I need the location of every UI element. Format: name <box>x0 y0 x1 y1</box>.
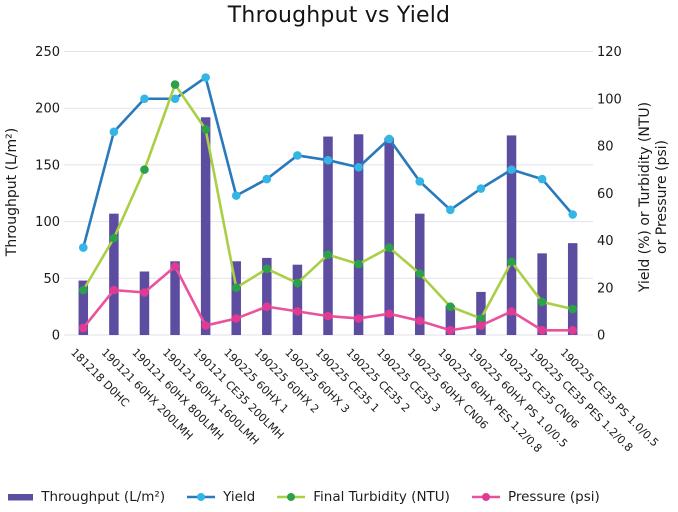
throughput-bar <box>445 305 456 335</box>
pressure-psi-marker <box>507 307 516 316</box>
legend-item-pressure-psi: Pressure (psi) <box>471 489 600 505</box>
chart-title: Throughput vs Yield <box>227 3 451 28</box>
yield-marker <box>262 174 272 184</box>
throughput-bar <box>323 136 333 335</box>
legend-swatch-line <box>277 493 306 501</box>
yield-marker <box>568 210 578 219</box>
pressure-psi-marker <box>537 325 547 335</box>
y-right-tick-label: 0 <box>597 329 605 344</box>
yield-marker <box>537 174 547 184</box>
legend-swatch-bar <box>8 494 34 501</box>
final-turbidity-ntu-marker <box>384 243 394 252</box>
legend-item-final-turbidity-ntu: Final Turbidity (NTU) <box>277 489 450 505</box>
y-left-tick-label: 0 <box>52 329 60 344</box>
y-left-tick-label: 50 <box>43 272 60 287</box>
throughput-bar <box>200 117 211 335</box>
y-right-tick-label: 100 <box>597 92 622 107</box>
yield-marker <box>140 94 149 104</box>
yield-marker <box>201 73 210 82</box>
final-turbidity-ntu-marker <box>262 264 272 274</box>
pressure-psi-marker <box>231 314 241 323</box>
chart-legend: Throughput (L/m²) Yield Final Turbidity (N… <box>0 484 678 510</box>
throughput-bar <box>231 261 241 335</box>
yield-marker <box>323 155 333 165</box>
yield-marker <box>78 243 88 252</box>
yield-marker <box>446 205 455 215</box>
throughput-bar <box>567 243 578 335</box>
pressure-psi-marker <box>323 311 333 321</box>
pressure-psi-marker <box>384 309 394 319</box>
throughput-bar <box>170 261 180 335</box>
throughput-bar <box>262 257 272 335</box>
y-left-tick-label: 200 <box>35 102 60 117</box>
yield-marker <box>293 151 302 160</box>
final-turbidity-ntu-marker <box>78 285 88 295</box>
pressure-psi-marker <box>476 321 486 330</box>
y-right-tick-label: 60 <box>597 187 614 202</box>
final-turbidity-ntu-marker <box>446 302 455 311</box>
legend-item-yield: Yield <box>187 489 255 505</box>
pressure-psi-marker <box>170 262 180 271</box>
final-turbidity-ntu-marker <box>354 259 363 269</box>
throughput-bar <box>109 213 119 335</box>
final-turbidity-ntu-marker <box>170 80 180 89</box>
throughput-bar <box>353 134 364 335</box>
throughput-bar <box>78 280 89 335</box>
pressure-psi-marker <box>109 285 119 295</box>
final-turbidity-ntu-marker <box>415 269 425 278</box>
y-left-axis-title: Throughput (L/m²) <box>4 128 20 257</box>
pressure-psi-marker <box>446 325 455 335</box>
pressure-psi-marker <box>354 314 363 323</box>
throughput-bar <box>384 137 394 335</box>
y-right-tick-label: 80 <box>597 140 614 155</box>
throughput-bar <box>292 264 303 335</box>
final-turbidity-ntu-marker <box>507 257 516 267</box>
yield-marker <box>354 162 363 172</box>
legend-label-final-turbidity-ntu: Final Turbidity (NTU) <box>313 489 450 505</box>
throughput-bar <box>506 135 517 335</box>
chart-plot-area: 0 50 100 150 200 250 0 20 40 60 80 100 120 Throughput… <box>4 45 670 455</box>
pressure-psi-marker <box>293 307 302 316</box>
legend-label-yield: Yield <box>223 489 256 505</box>
legend-label-pressure-psi: Pressure (psi) <box>507 489 600 505</box>
final-turbidity-ntu-marker <box>231 283 241 293</box>
throughput-bar <box>139 271 150 335</box>
pressure-psi-marker <box>415 316 425 326</box>
y-left-tick-label: 100 <box>35 215 60 230</box>
yield-marker <box>384 134 394 144</box>
legend-item-throughput-l-m: Throughput (L/m²) <box>8 489 165 505</box>
yield-marker <box>476 184 486 193</box>
yield-marker <box>231 191 241 200</box>
pressure-psi-marker <box>262 302 272 311</box>
yield-marker <box>415 177 425 186</box>
pressure-psi-marker <box>568 325 578 335</box>
final-turbidity-ntu-marker <box>293 278 302 288</box>
pressure-psi-marker <box>201 321 210 330</box>
throughput-bar <box>476 291 486 335</box>
final-turbidity-ntu-marker <box>476 314 486 323</box>
y-right-tick-label: 120 <box>597 45 622 60</box>
final-turbidity-ntu-marker <box>568 304 578 314</box>
yield-marker <box>109 127 119 137</box>
yield-marker <box>170 94 180 104</box>
y-right-tick-label: 20 <box>597 281 614 296</box>
yield-marker <box>507 165 516 174</box>
y-right-tick-label: 40 <box>597 234 614 249</box>
y-right-axis-title-line2: or Pressure (psi) <box>654 140 670 254</box>
pressure-psi-marker <box>78 323 88 333</box>
y-left-tick-label: 250 <box>35 45 60 60</box>
y-left-tick-label: 150 <box>35 158 60 173</box>
legend-label-throughput-l-m: Throughput (L/m²) <box>41 489 166 505</box>
final-turbidity-ntu-marker <box>201 125 210 134</box>
final-turbidity-ntu-marker <box>537 297 547 307</box>
final-turbidity-ntu-marker <box>323 250 333 259</box>
pressure-psi-marker <box>140 288 149 297</box>
final-turbidity-ntu-marker <box>109 233 119 243</box>
legend-swatch-line <box>471 493 500 501</box>
legend-swatch-line <box>187 493 216 501</box>
final-turbidity-ntu-marker <box>140 165 149 174</box>
y-right-axis-title-line1: Yield (%) or Turbidity (NTU) <box>637 102 653 293</box>
throughput-bar <box>537 253 547 335</box>
